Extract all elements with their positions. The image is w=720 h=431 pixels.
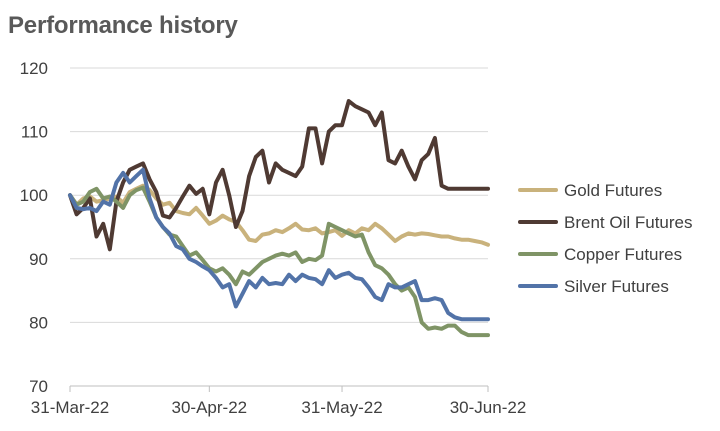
y-tick-label: 100 <box>20 186 48 205</box>
legend-label: Brent Oil Futures <box>564 213 693 232</box>
chart-title: Performance history <box>8 12 238 39</box>
series-line-brent-oil-futures <box>68 99 490 252</box>
x-tick-label: 31-Mar-22 <box>31 398 109 417</box>
y-tick-label: 90 <box>29 250 48 269</box>
series-line-copper-futures <box>68 185 490 338</box>
gridlines <box>70 67 488 323</box>
x-tick-label: 30-Apr-22 <box>172 398 248 417</box>
y-tick-label: 120 <box>20 59 48 78</box>
axes: 70 80 90 100 110 120 31-Mar-22 30-Apr-22 31-May-… <box>20 59 527 417</box>
legend-label: Gold Futures <box>564 181 662 200</box>
series-line-silver-futures <box>68 167 490 322</box>
legend: Gold Futures Brent Oil Futures Copper Futu… <box>518 181 693 296</box>
y-tick-label: 80 <box>29 313 48 332</box>
x-tick-label: 31-May-22 <box>301 398 382 417</box>
y-tick-label: 110 <box>21 123 48 142</box>
legend-label: Silver Futures <box>564 277 669 296</box>
x-tick-label: 30-Jun-22 <box>450 398 527 417</box>
y-tick-label: 70 <box>29 377 48 396</box>
series-lines <box>68 99 490 338</box>
legend-label: Copper Futures <box>564 245 682 264</box>
